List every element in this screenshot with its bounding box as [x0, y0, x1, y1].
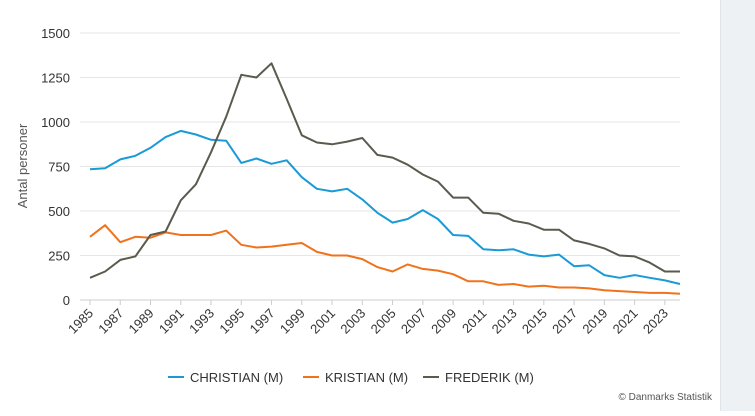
legend: CHRISTIAN (M) KRISTIAN (M) FREDERIK (M) [168, 370, 534, 385]
x-tick-label: 2015 [519, 306, 550, 337]
x-tick-label: 2013 [489, 306, 520, 337]
series-lines [89, 62, 681, 295]
y-tick-label: 1000 [41, 115, 70, 130]
credit-text: © Danmarks Statistik [618, 392, 713, 403]
x-tick-label: 2003 [337, 306, 368, 337]
series-line-1 [89, 224, 681, 295]
legend-label: KRISTIAN (M) [325, 370, 408, 385]
x-tick-label: 1999 [277, 306, 308, 337]
x-tick-label: 2005 [368, 306, 399, 337]
x-tick-label: 1991 [156, 306, 187, 337]
x-tick-label: 2011 [459, 306, 489, 336]
x-tick-label: 2019 [579, 306, 610, 337]
x-tick-label: 1997 [247, 306, 278, 337]
y-tick-label: 500 [48, 204, 70, 219]
y-axis-ticks: 0 250 500 750 1000 1250 1500 [41, 26, 70, 308]
x-tick-label: 2009 [428, 306, 459, 337]
x-tick-label: 1985 [65, 306, 96, 337]
y-tick-label: 0 [63, 293, 70, 308]
x-tick-label: 2017 [549, 306, 580, 337]
y-tick-label: 250 [48, 249, 70, 264]
y-tick-label: 750 [48, 160, 70, 175]
x-axis-ticks: 1985 1987 1989 1991 1993 1995 1997 1999 2001 2003… [65, 300, 671, 337]
x-tick-label: 2007 [398, 306, 429, 337]
right-panel-strip [720, 0, 755, 411]
x-tick-label: 2001 [307, 306, 338, 337]
series-line-0 [89, 129, 681, 285]
chart-area: 0 250 500 750 1000 1250 1500 1985 1987 1989 1991 1… [15, 26, 713, 403]
x-tick-label: 1993 [186, 306, 217, 337]
legend-label: FREDERIK (M) [445, 370, 534, 385]
x-tick-label: 2021 [610, 306, 641, 337]
y-axis-title: Antal personer [15, 123, 30, 208]
x-tick-label: 1987 [95, 306, 126, 337]
series-line-2 [89, 62, 680, 279]
y-tick-label: 1250 [41, 71, 70, 86]
x-tick-label: 2023 [640, 306, 671, 337]
y-tick-label: 1500 [41, 26, 70, 41]
x-tick-label: 1989 [126, 306, 157, 337]
grid-lines [80, 32, 680, 301]
x-tick-label: 1995 [216, 306, 247, 337]
legend-label: CHRISTIAN (M) [190, 370, 283, 385]
